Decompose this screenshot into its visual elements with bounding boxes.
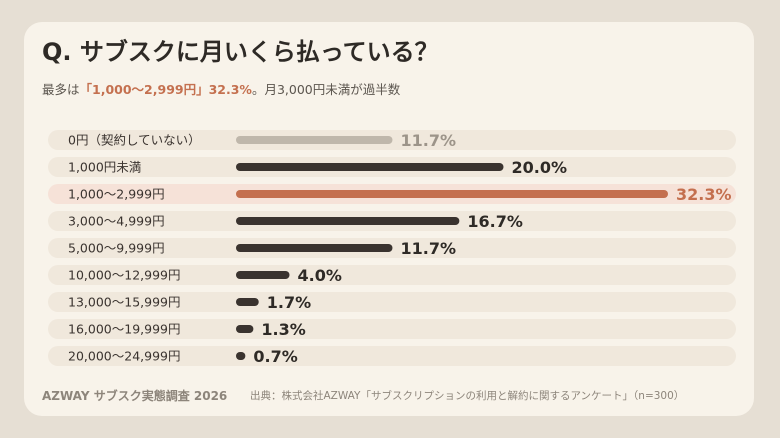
category-label: 10,000〜12,999円 xyxy=(68,268,180,283)
value-label: 20.0% xyxy=(511,158,567,177)
category-label: 16,000〜19,999円 xyxy=(68,322,180,337)
bar-chart: 0円（契約していない） 11.7% 1,000円未満 20.0% 1,000〜2,999… xyxy=(24,0,754,438)
value-label: 1.3% xyxy=(261,320,305,339)
bar xyxy=(236,244,393,252)
footer-source: 出典：株式会社AZWAY「サブスクリプションの利用と解約に関するアンケート」（n… xyxy=(250,390,685,402)
category-label: 13,000〜15,999円 xyxy=(68,295,180,310)
chart-title: Q. サブスクに月いくら払っている？ xyxy=(42,38,439,66)
footer-brand: AZWAY サブスク実態調査 2026 xyxy=(42,389,228,403)
category-label: 20,000〜24,999円 xyxy=(68,349,180,364)
bar xyxy=(236,298,259,306)
category-label: 1,000円未満 xyxy=(68,160,141,175)
value-label: 1.7% xyxy=(267,293,311,312)
value-label: 32.3% xyxy=(676,185,732,204)
bar-track xyxy=(48,265,736,285)
bar-track xyxy=(48,292,736,312)
bar-chart-svg: 0円（契約していない） 11.7% 1,000円未満 20.0% 1,000〜2,999… xyxy=(48,130,736,366)
bar xyxy=(236,352,246,360)
subtitle-suffix: 。月3,000円未満が過半数 xyxy=(251,82,401,97)
value-label: 0.7% xyxy=(253,347,297,366)
bar xyxy=(236,163,504,171)
value-label: 11.7% xyxy=(400,131,456,150)
bar xyxy=(236,190,668,198)
subtitle-highlight: 「1,000〜2,999円」32.3% xyxy=(79,82,252,97)
value-label: 11.7% xyxy=(400,239,456,258)
category-label: 0円（契約していない） xyxy=(68,133,201,148)
bar xyxy=(236,136,393,144)
category-label: 5,000〜9,999円 xyxy=(68,241,165,256)
value-label: 4.0% xyxy=(297,266,341,285)
chart-subtitle: 最多は「1,000〜2,999円」32.3%。月3,000円未満が過半数 xyxy=(42,79,400,98)
value-label: 16.7% xyxy=(467,212,523,231)
bar-track xyxy=(48,319,736,339)
bar-track xyxy=(48,346,736,366)
category-label: 3,000〜4,999円 xyxy=(68,214,165,229)
category-label: 1,000〜2,999円 xyxy=(68,187,165,202)
bar xyxy=(236,271,290,279)
bar xyxy=(236,325,254,333)
bar xyxy=(236,217,460,225)
subtitle-prefix: 最多は xyxy=(42,82,80,97)
